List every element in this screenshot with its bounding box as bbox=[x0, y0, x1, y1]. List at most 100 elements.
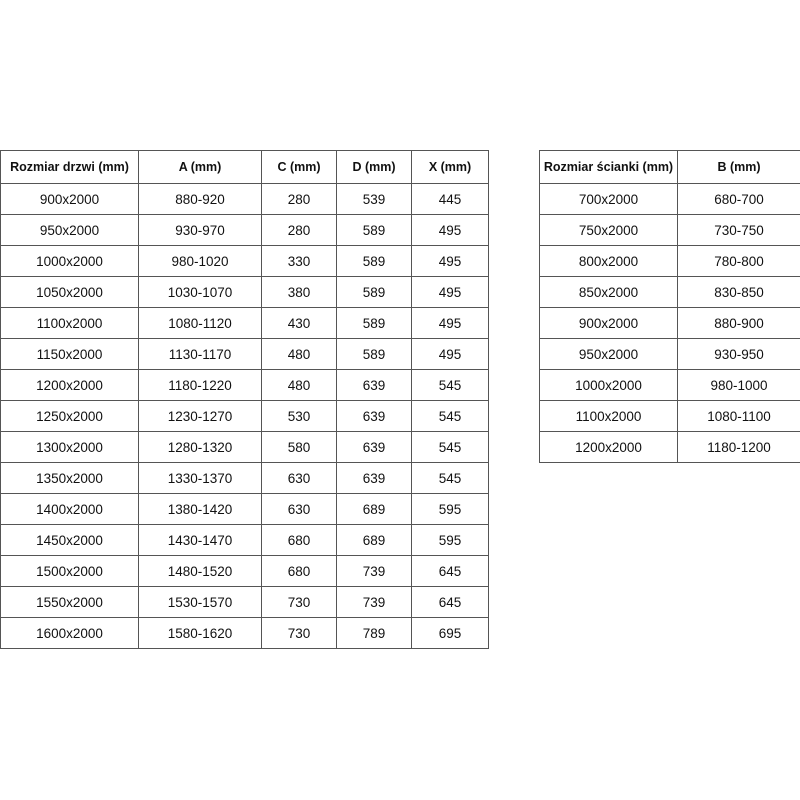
table-cell: 900x2000 bbox=[539, 307, 678, 339]
table-cell: 545 bbox=[411, 400, 489, 432]
table-cell: 800x2000 bbox=[539, 245, 678, 277]
table-cell: 1230-1270 bbox=[138, 400, 262, 432]
table-cell: 280 bbox=[261, 214, 337, 246]
table-cell: 680 bbox=[261, 524, 337, 556]
table-row: 900x2000 880-900 bbox=[539, 307, 800, 339]
table-cell: 639 bbox=[336, 369, 412, 401]
table-cell: 445 bbox=[411, 183, 489, 215]
table-cell: 645 bbox=[411, 586, 489, 618]
table-cell: 589 bbox=[336, 338, 412, 370]
table-cell: 1000x2000 bbox=[539, 369, 678, 401]
table-cell: 730-750 bbox=[677, 214, 800, 246]
table-row: 1200x2000 1180-1220 480 639 545 bbox=[0, 369, 489, 401]
table-row: 850x2000 830-850 bbox=[539, 276, 800, 308]
table-cell: 639 bbox=[336, 431, 412, 463]
table-cell: 1550x2000 bbox=[0, 586, 139, 618]
table-cell: 1530-1570 bbox=[138, 586, 262, 618]
table-row: 1000x2000 980-1000 bbox=[539, 369, 800, 401]
table-cell: 1300x2000 bbox=[0, 431, 139, 463]
table-cell: 480 bbox=[261, 369, 337, 401]
table-cell: 1600x2000 bbox=[0, 617, 139, 649]
column-header: Rozmiar ścianki (mm) bbox=[539, 150, 678, 184]
table-row: 1600x2000 1580-1620 730 789 695 bbox=[0, 617, 489, 649]
table-cell: 595 bbox=[411, 493, 489, 525]
table-cell: 980-1000 bbox=[677, 369, 800, 401]
table-cell: 380 bbox=[261, 276, 337, 308]
table-cell: 780-800 bbox=[677, 245, 800, 277]
table-cell: 880-900 bbox=[677, 307, 800, 339]
table-row: 1250x2000 1230-1270 530 639 545 bbox=[0, 400, 489, 432]
table-cell: 1200x2000 bbox=[0, 369, 139, 401]
table-cell: 280 bbox=[261, 183, 337, 215]
table-cell: 530 bbox=[261, 400, 337, 432]
table-row: 1400x2000 1380-1420 630 689 595 bbox=[0, 493, 489, 525]
column-header: C (mm) bbox=[261, 150, 337, 184]
table-cell: 850x2000 bbox=[539, 276, 678, 308]
wall-size-table: Rozmiar ścianki (mm) B (mm) 700x2000 680-7… bbox=[539, 150, 800, 463]
table-cell: 930-950 bbox=[677, 338, 800, 370]
table-cell: 495 bbox=[411, 338, 489, 370]
table-cell: 639 bbox=[336, 400, 412, 432]
table-cell: 589 bbox=[336, 276, 412, 308]
table-cell: 1200x2000 bbox=[539, 431, 678, 463]
table-row: 950x2000 930-950 bbox=[539, 338, 800, 370]
table-row: 1450x2000 1430-1470 680 689 595 bbox=[0, 524, 489, 556]
table-row: 800x2000 780-800 bbox=[539, 245, 800, 277]
table-cell: 1250x2000 bbox=[0, 400, 139, 432]
table-cell: 539 bbox=[336, 183, 412, 215]
table-cell: 645 bbox=[411, 555, 489, 587]
table-cell: 1400x2000 bbox=[0, 493, 139, 525]
table-cell: 1050x2000 bbox=[0, 276, 139, 308]
table-cell: 695 bbox=[411, 617, 489, 649]
table-header-row: Rozmiar ścianki (mm) B (mm) bbox=[539, 150, 800, 184]
table-row: 950x2000 930-970 280 589 495 bbox=[0, 214, 489, 246]
table-cell: 589 bbox=[336, 245, 412, 277]
column-header: X (mm) bbox=[411, 150, 489, 184]
table-cell: 1450x2000 bbox=[0, 524, 139, 556]
table-cell: 689 bbox=[336, 493, 412, 525]
table-cell: 680-700 bbox=[677, 183, 800, 215]
table-cell: 495 bbox=[411, 245, 489, 277]
table-cell: 880-920 bbox=[138, 183, 262, 215]
table-cell: 1180-1220 bbox=[138, 369, 262, 401]
table-row: 750x2000 730-750 bbox=[539, 214, 800, 246]
table-cell: 1000x2000 bbox=[0, 245, 139, 277]
table-cell: 589 bbox=[336, 214, 412, 246]
table-cell: 1150x2000 bbox=[0, 338, 139, 370]
table-row: 1150x2000 1130-1170 480 589 495 bbox=[0, 338, 489, 370]
table-cell: 1380-1420 bbox=[138, 493, 262, 525]
table-cell: 930-970 bbox=[138, 214, 262, 246]
table-row: 1050x2000 1030-1070 380 589 495 bbox=[0, 276, 489, 308]
table-cell: 1100x2000 bbox=[0, 307, 139, 339]
column-header: D (mm) bbox=[336, 150, 412, 184]
table-header-row: Rozmiar drzwi (mm) A (mm) C (mm) D (mm) X (m… bbox=[0, 150, 489, 184]
table-cell: 1280-1320 bbox=[138, 431, 262, 463]
table-cell: 480 bbox=[261, 338, 337, 370]
table-cell: 950x2000 bbox=[539, 338, 678, 370]
table-cell: 730 bbox=[261, 586, 337, 618]
table-cell: 1430-1470 bbox=[138, 524, 262, 556]
table-cell: 589 bbox=[336, 307, 412, 339]
door-size-table: Rozmiar drzwi (mm) A (mm) C (mm) D (mm) X (m… bbox=[0, 150, 489, 649]
table-cell: 1480-1520 bbox=[138, 555, 262, 587]
table-row: 1100x2000 1080-1120 430 589 495 bbox=[0, 307, 489, 339]
table-cell: 495 bbox=[411, 214, 489, 246]
table-row: 1100x2000 1080-1100 bbox=[539, 400, 800, 432]
table-cell: 1500x2000 bbox=[0, 555, 139, 587]
table-row: 1350x2000 1330-1370 630 639 545 bbox=[0, 462, 489, 494]
table-cell: 950x2000 bbox=[0, 214, 139, 246]
table-cell: 789 bbox=[336, 617, 412, 649]
table-cell: 580 bbox=[261, 431, 337, 463]
table-cell: 900x2000 bbox=[0, 183, 139, 215]
table-cell: 630 bbox=[261, 493, 337, 525]
table-cell: 639 bbox=[336, 462, 412, 494]
table-cell: 750x2000 bbox=[539, 214, 678, 246]
column-header: B (mm) bbox=[677, 150, 800, 184]
table-row: 1200x2000 1180-1200 bbox=[539, 431, 800, 463]
table-row: 1500x2000 1480-1520 680 739 645 bbox=[0, 555, 489, 587]
table-cell: 630 bbox=[261, 462, 337, 494]
table-row: 700x2000 680-700 bbox=[539, 183, 800, 215]
table-cell: 689 bbox=[336, 524, 412, 556]
column-header: A (mm) bbox=[138, 150, 262, 184]
table-cell: 545 bbox=[411, 431, 489, 463]
